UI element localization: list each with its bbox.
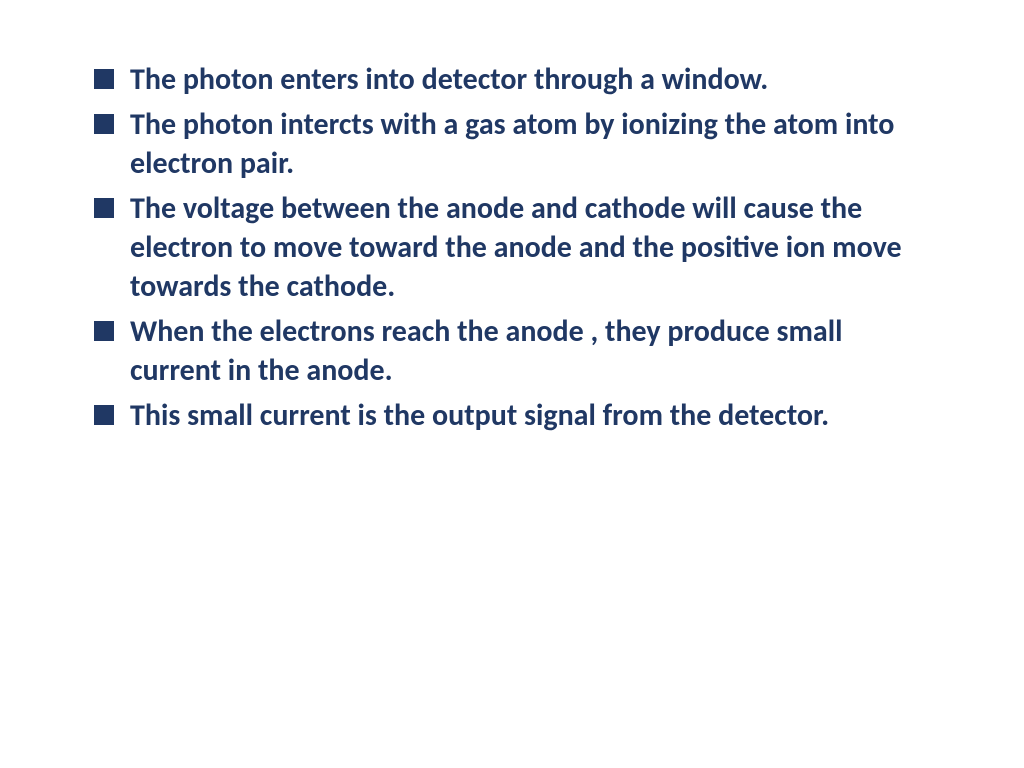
- bullet-item: The photon intercts with a gas atom by i…: [90, 105, 934, 183]
- bullet-item: This small current is the output signal …: [90, 396, 934, 435]
- bullet-list: The photon enters into detector through …: [90, 60, 934, 435]
- bullet-item: The voltage between the anode and cathod…: [90, 189, 934, 306]
- bullet-item: The photon enters into detector through …: [90, 60, 934, 99]
- bullet-item: When the electrons reach the anode , the…: [90, 312, 934, 390]
